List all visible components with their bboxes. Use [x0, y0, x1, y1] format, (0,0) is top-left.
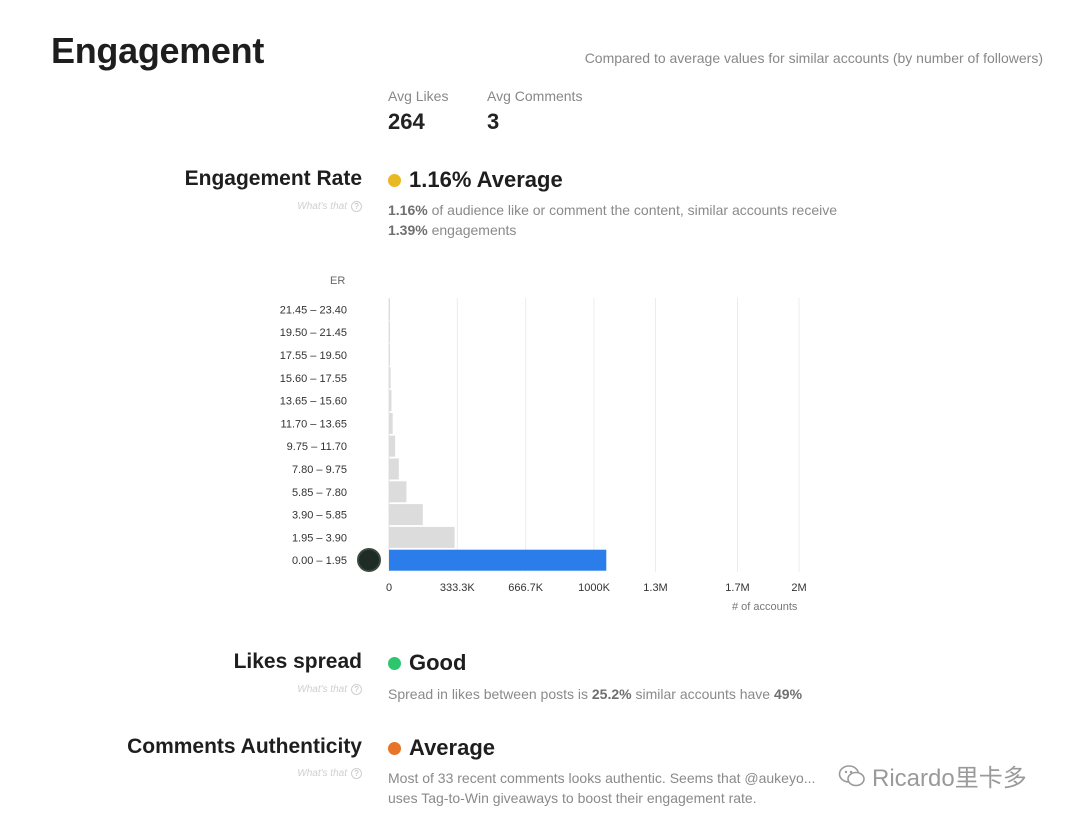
likes-spread-description: Spread in likes between posts is 25.2% s…: [388, 684, 802, 704]
x-tick-label: 1.7M: [725, 582, 749, 594]
status-dot-icon: [388, 741, 401, 755]
account-avatar: [357, 548, 381, 572]
avg-comments-label: Avg Comments: [487, 88, 583, 104]
y-tick-label: 9.75 – 11.70: [287, 441, 347, 453]
er-value: 1.16%: [388, 202, 428, 218]
er-desc-mid: of audience like or comment the content,…: [427, 202, 838, 218]
chart-bar: [389, 321, 390, 343]
whats-that-text: What's that: [297, 768, 347, 779]
chart-bar: [389, 458, 399, 480]
comments-authenticity-label: Comments Authenticity: [127, 735, 362, 758]
question-icon: ?: [351, 201, 362, 212]
y-tick-label: 19.50 – 21.45: [280, 327, 347, 339]
er-compare-value: 1.39%: [388, 222, 428, 238]
question-icon: ?: [351, 768, 362, 779]
page-title: Engagement: [51, 30, 265, 71]
chart-bar: [389, 549, 607, 571]
y-tick-label: 15.60 – 17.55: [280, 373, 347, 385]
likes-spread-label: Likes spread: [233, 650, 362, 673]
avg-likes-value: 264: [388, 109, 425, 134]
ls-compare-value: 49%: [774, 686, 803, 702]
status-dot-icon: [388, 656, 401, 670]
chart-x-axis-title: # of accounts: [732, 601, 798, 613]
chart-bar: [389, 298, 390, 320]
comments-authenticity-description: Most of 33 recent comments looks authent…: [388, 768, 815, 808]
whats-that-link-comments[interactable]: What's that ?: [297, 768, 362, 779]
x-tick-label: 1000K: [578, 582, 610, 594]
likes-spread-verdict: Good: [388, 650, 466, 676]
y-tick-label: 17.55 – 19.50: [280, 350, 347, 362]
wechat-icon: [838, 764, 865, 786]
whats-that-link-likes[interactable]: What's that ?: [297, 684, 362, 695]
question-icon: ?: [351, 684, 362, 695]
y-tick-label: 5.85 – 7.80: [292, 487, 347, 499]
chart-bar: [389, 390, 392, 412]
x-tick-label: 0: [386, 582, 392, 594]
comments-authenticity-verdict-text: Average: [409, 735, 496, 760]
chart-bar: [389, 481, 407, 503]
avg-comments-value: 3: [487, 109, 500, 134]
chart-bar: [389, 412, 393, 434]
likes-spread-verdict-text: Good: [409, 650, 467, 675]
y-tick-label: 3.90 – 5.85: [292, 510, 347, 522]
status-dot-icon: [388, 173, 401, 187]
avg-likes-label: Avg Likes: [388, 88, 449, 104]
y-tick-label: 0.00 – 1.95: [292, 555, 347, 567]
ca-desc-line1: Most of 33 recent comments looks authent…: [388, 770, 816, 786]
chart-y-axis-title: ER: [330, 275, 346, 287]
x-tick-label: 333.3K: [440, 582, 476, 594]
avg-likes-stat: Avg Likes 264: [388, 88, 448, 135]
x-tick-label: 666.7K: [508, 582, 544, 594]
avg-comments-stat: Avg Comments 3: [487, 88, 582, 135]
engagement-rate-verdict: 1.16% Average: [388, 167, 563, 193]
ls-value: 25.2%: [591, 686, 632, 702]
whats-that-link-er[interactable]: What's that ?: [297, 201, 362, 212]
y-tick-label: 1.95 – 3.90: [292, 532, 347, 544]
y-tick-label: 7.80 – 9.75: [292, 464, 347, 476]
watermark-text: Ricardo里卡多: [872, 765, 1027, 792]
x-tick-label: 1.3M: [643, 582, 667, 594]
engagement-rate-description: 1.16% of audience like or comment the co…: [388, 200, 888, 240]
watermark: Ricardo里卡多: [838, 758, 1027, 793]
whats-that-text: What's that: [297, 201, 347, 212]
y-tick-label: 13.65 – 15.60: [280, 396, 347, 408]
ls-desc-mid: similar accounts have: [631, 686, 774, 702]
chart-bar: [389, 504, 423, 526]
engagement-rate-label: Engagement Rate: [184, 167, 362, 190]
comments-authenticity-verdict: Average: [388, 735, 495, 761]
y-tick-label: 21.45 – 23.40: [280, 304, 347, 316]
chart-bar: [389, 435, 396, 457]
ls-desc-pre: Spread in likes between posts is: [388, 686, 592, 702]
y-tick-label: 11.70 – 13.65: [281, 418, 347, 430]
chart-bar: [389, 526, 455, 548]
chart-bar: [389, 344, 390, 366]
whats-that-text: What's that: [297, 684, 347, 695]
engagement-rate-verdict-text: 1.16% Average: [409, 167, 563, 192]
compare-note: Compared to average values for similar a…: [584, 50, 1043, 66]
x-tick-label: 2M: [791, 582, 806, 594]
chart-bar: [389, 367, 391, 389]
er-desc-tail: engagements: [427, 222, 517, 238]
ca-desc-line2: uses Tag-to-Win giveaways to boost their…: [388, 790, 757, 806]
